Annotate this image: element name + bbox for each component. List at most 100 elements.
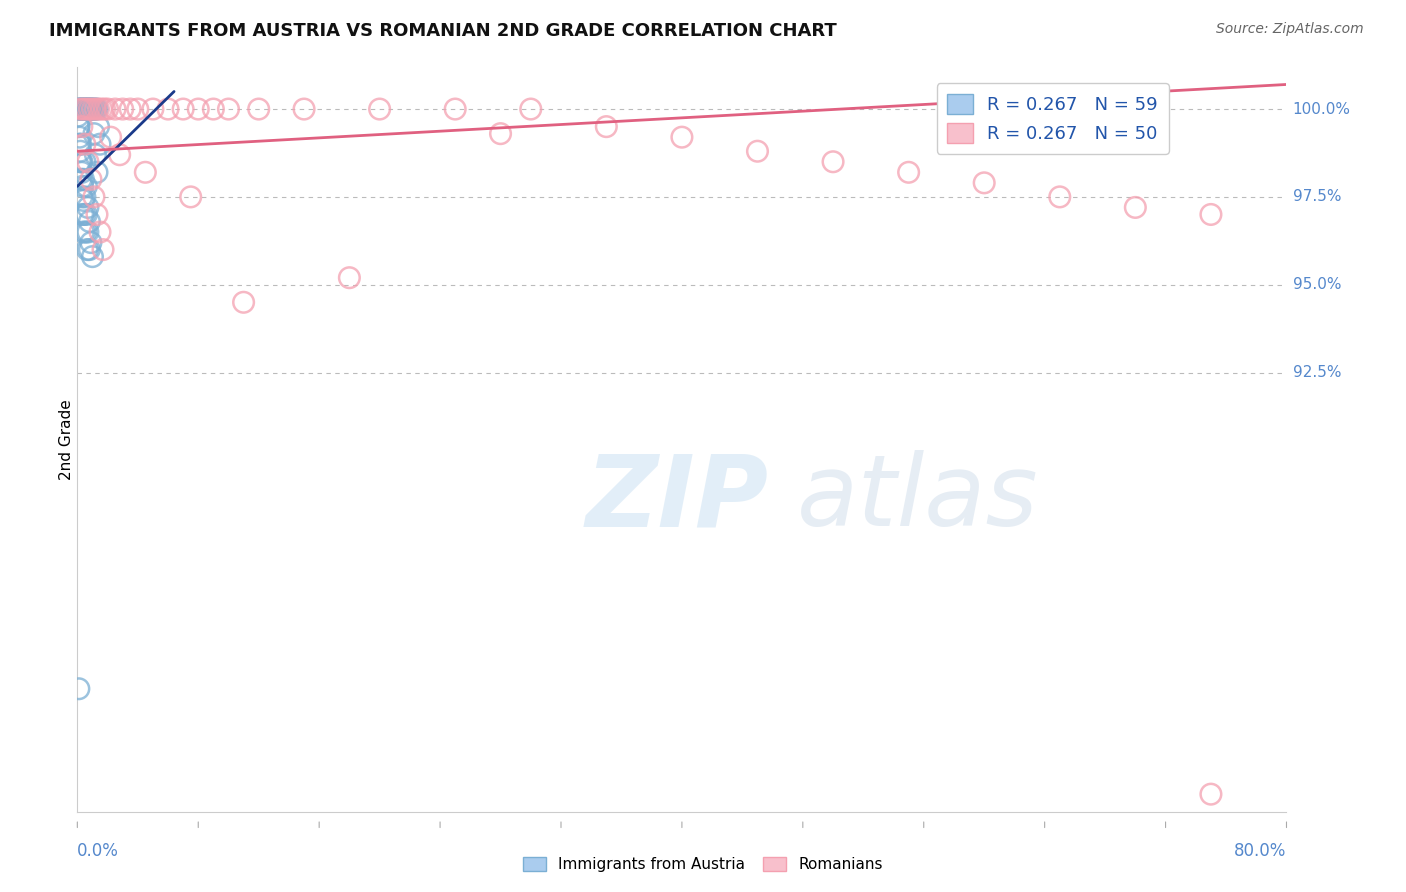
Point (75, 102, 97, 116)
Point (67, 109, 90, 123)
Point (70, 165, 93, 179)
Text: ZIP: ZIP (585, 450, 768, 548)
Point (76, 102, 98, 116)
Point (70, 102, 93, 116)
Legend: Immigrants from Austria, Romanians: Immigrants from Austria, Romanians (516, 849, 890, 880)
Point (67, 120, 90, 134)
Text: 80.0%: 80.0% (1234, 841, 1286, 860)
Point (86, 102, 108, 116)
Point (84, 147, 107, 161)
Point (86, 165, 108, 179)
Point (70, 102, 93, 116)
Point (80, 172, 103, 186)
Point (69, 130, 91, 145)
Point (79, 214, 101, 228)
Point (73, 102, 96, 116)
Point (77, 225, 100, 239)
Point (489, 127, 512, 141)
Point (747, 145, 769, 159)
Point (70, 154, 93, 169)
Text: 92.5%: 92.5% (1292, 365, 1341, 380)
Text: atlas: atlas (797, 450, 1039, 548)
Point (73, 154, 96, 169)
Point (83, 102, 105, 116)
Y-axis label: 2nd Grade: 2nd Grade (59, 399, 73, 480)
Point (67, 102, 90, 116)
Point (72, 102, 94, 116)
Point (70, 154, 93, 169)
Point (75, 102, 97, 116)
Point (72, 225, 94, 239)
Point (134, 165, 156, 179)
Point (218, 102, 240, 116)
Point (1125, 201, 1147, 215)
Point (69, 137, 91, 152)
Point (75, 225, 97, 239)
Legend: R = 0.267   N = 59, R = 0.267   N = 50: R = 0.267 N = 59, R = 0.267 N = 50 (936, 83, 1168, 153)
Point (73, 102, 96, 116)
Point (84, 102, 107, 116)
Text: 97.5%: 97.5% (1292, 189, 1341, 204)
Point (75, 102, 97, 116)
Point (73, 137, 96, 152)
Point (91, 243, 114, 257)
Point (72, 172, 94, 186)
Point (1199, 787, 1222, 801)
Point (73, 207, 96, 221)
Point (973, 176, 995, 190)
Point (108, 147, 131, 161)
Text: 0.0%: 0.0% (77, 841, 120, 860)
Point (83, 127, 105, 141)
Text: IMMIGRANTS FROM AUSTRIA VS ROMANIAN 2ND GRADE CORRELATION CHART: IMMIGRANTS FROM AUSTRIA VS ROMANIAN 2ND … (49, 22, 837, 40)
Point (79, 102, 101, 116)
Point (72, 194, 94, 208)
Point (82, 102, 104, 116)
Point (70, 172, 93, 186)
Point (80, 102, 103, 116)
Point (96, 102, 118, 116)
Point (339, 270, 360, 285)
Point (1199, 207, 1222, 221)
Point (520, 102, 543, 116)
Point (87, 102, 110, 116)
Point (77, 154, 100, 169)
Point (897, 165, 920, 179)
Text: 95.0%: 95.0% (1292, 277, 1341, 293)
Point (75, 179, 97, 194)
Point (70, 190, 93, 204)
Point (202, 102, 225, 116)
Point (80, 235, 103, 250)
Point (157, 102, 180, 116)
Point (72, 102, 94, 116)
Point (595, 120, 617, 134)
Point (247, 102, 270, 116)
Point (172, 102, 194, 116)
Point (90, 102, 112, 116)
Point (84, 102, 107, 116)
Point (368, 102, 391, 116)
Text: 100.0%: 100.0% (1292, 102, 1351, 117)
Point (127, 102, 149, 116)
Point (67, 120, 90, 134)
Point (1049, 190, 1071, 204)
Point (111, 102, 134, 116)
Point (69, 102, 91, 116)
Point (292, 102, 315, 116)
Point (82, 250, 104, 264)
Point (82, 102, 104, 116)
Point (76, 243, 98, 257)
Point (70, 120, 93, 134)
Point (69, 102, 91, 116)
Point (69, 137, 91, 152)
Point (100, 130, 122, 145)
Point (89, 225, 111, 239)
Point (444, 102, 467, 116)
Point (72, 179, 94, 194)
Point (79, 243, 101, 257)
Point (671, 130, 693, 145)
Point (232, 295, 254, 310)
Point (187, 102, 209, 116)
Point (142, 102, 165, 116)
Point (87, 120, 110, 134)
Point (120, 102, 142, 116)
